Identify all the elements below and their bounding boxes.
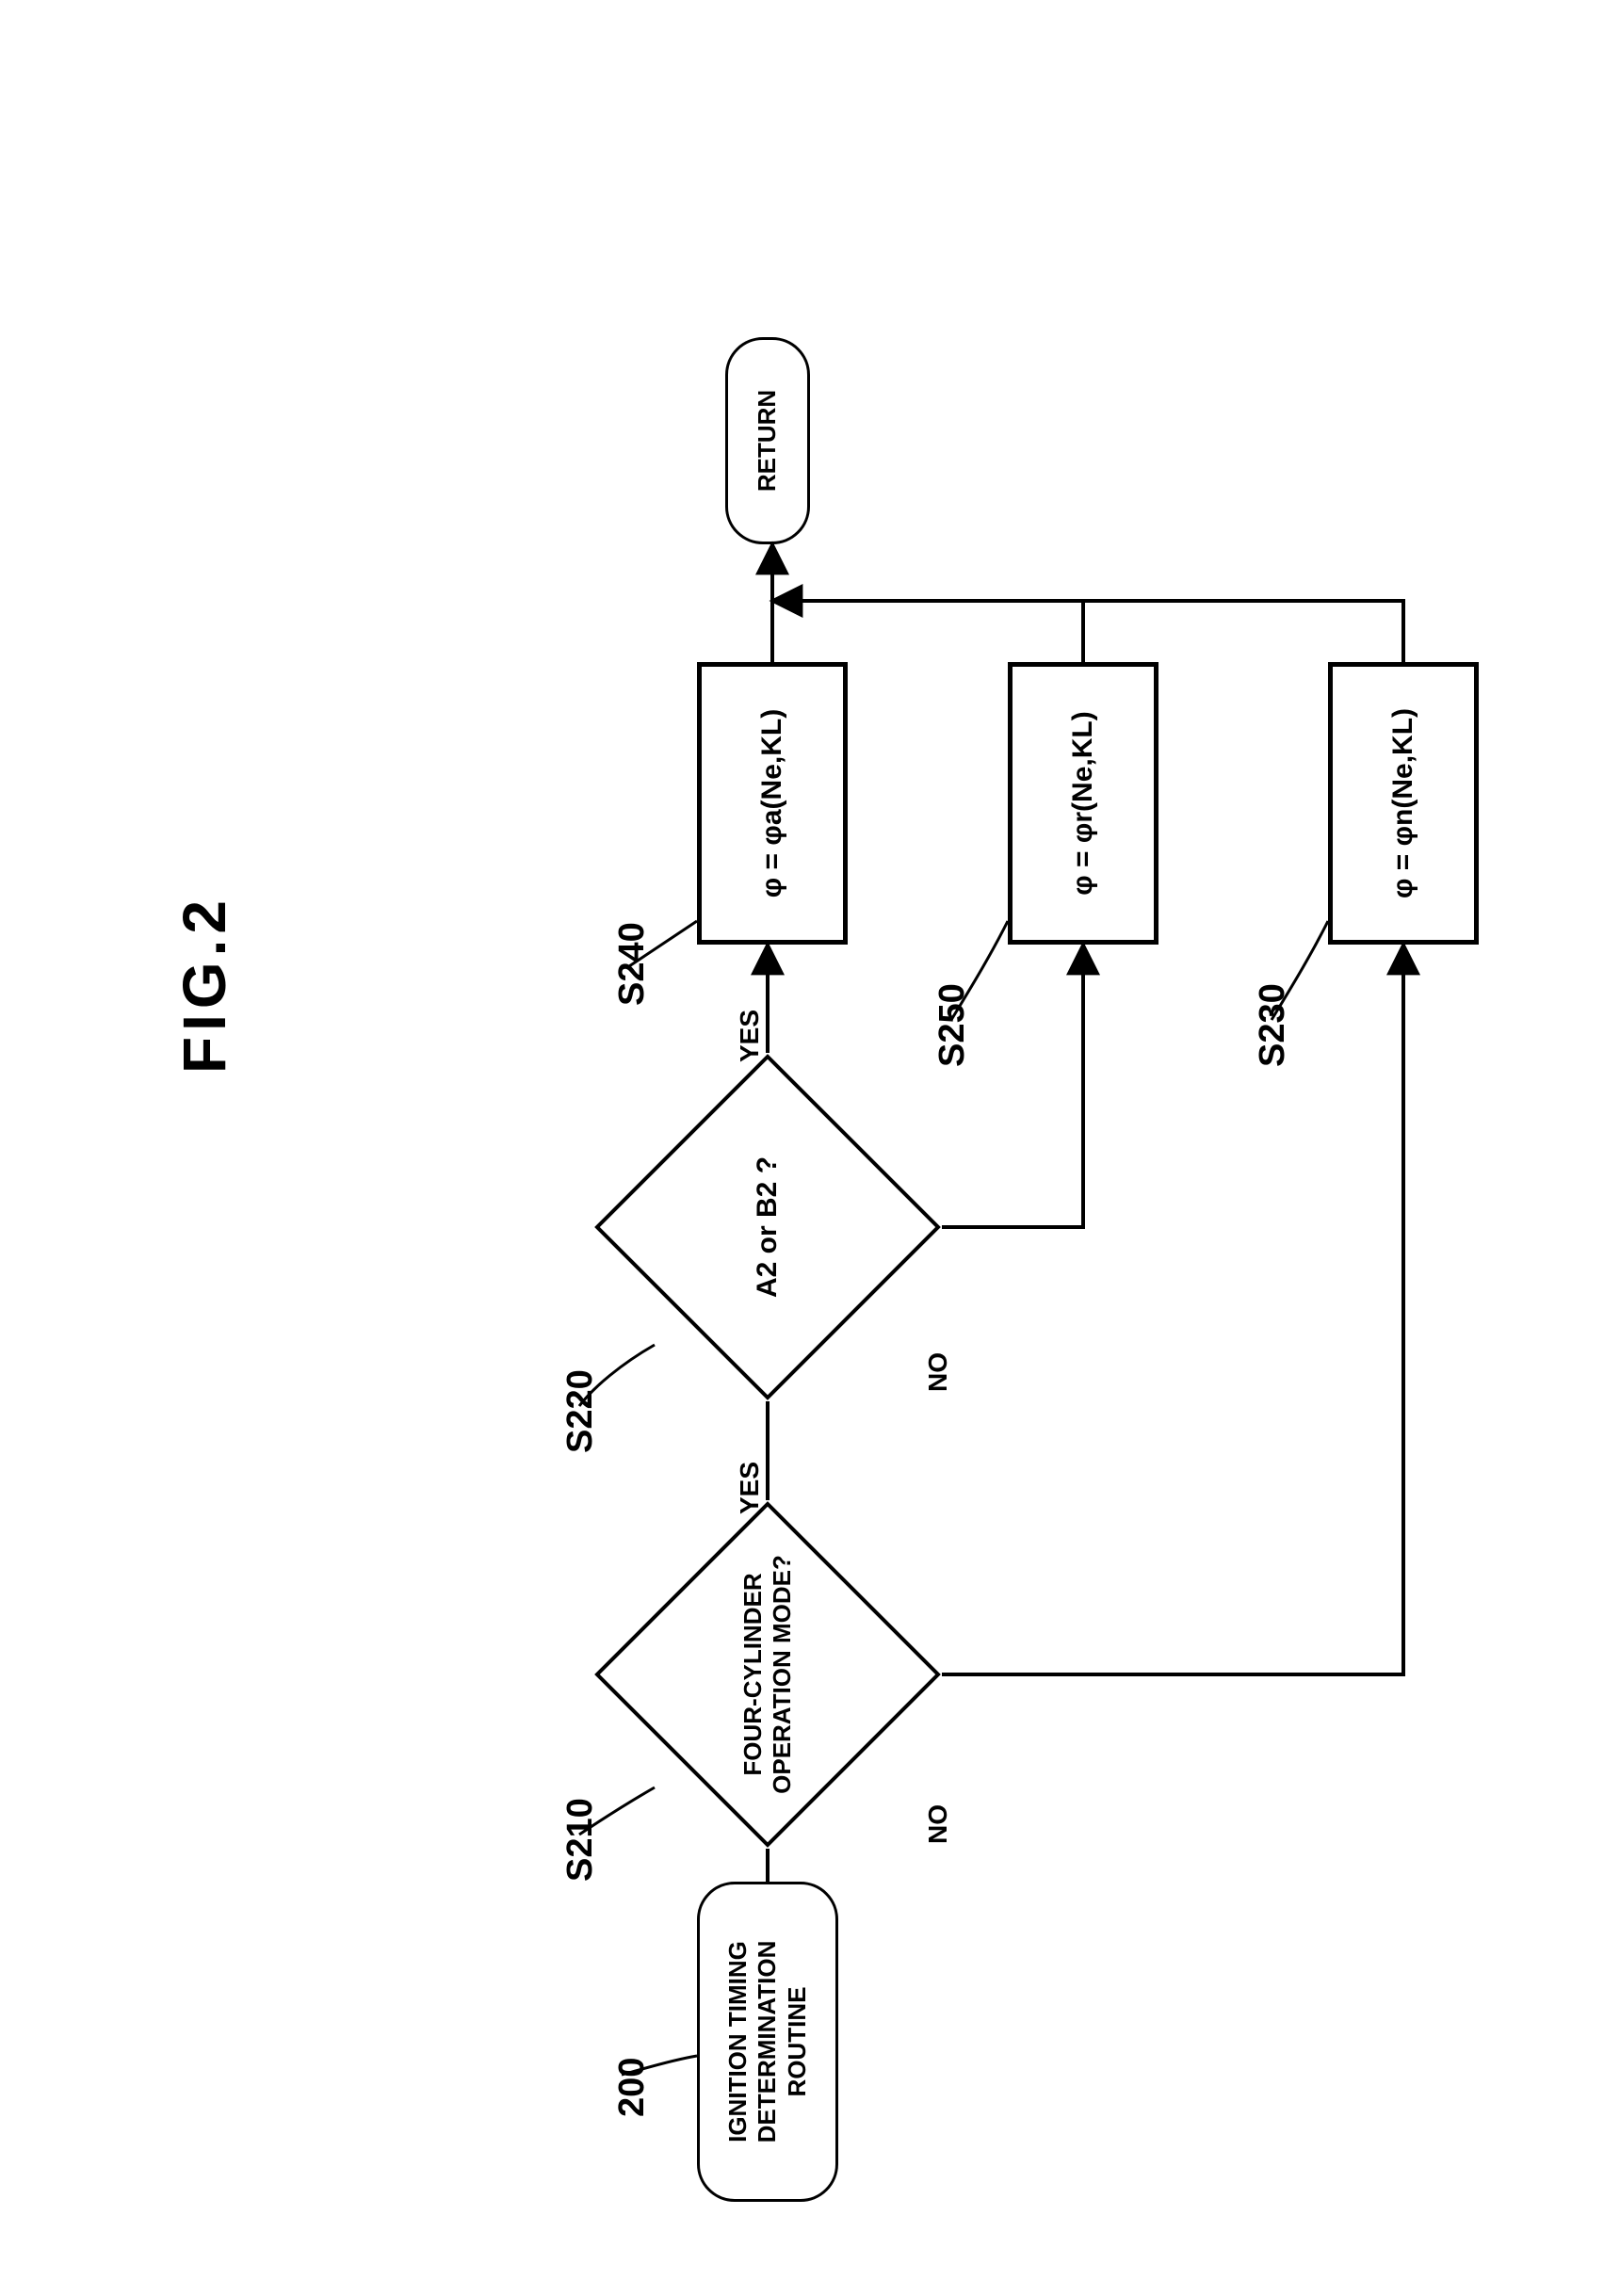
terminal-return: RETURN — [725, 337, 810, 544]
process-s250: φ = φr(Ne,KL) — [1008, 662, 1158, 945]
decision-a2-b2 — [594, 1054, 941, 1400]
terminal-start: IGNITION TIMINGDETERMINATIONROUTINE — [697, 1882, 838, 2202]
branch-no-d1: NO — [923, 1804, 953, 1844]
step-label-s220: S220 — [560, 1369, 601, 1453]
process-s240: φ = φa(Ne,KL) — [697, 662, 848, 945]
process-s230: φ = φn(Ne,KL) — [1328, 662, 1479, 945]
branch-no-d2: NO — [923, 1352, 953, 1392]
step-label-s210: S210 — [560, 1798, 601, 1882]
step-label-s230: S230 — [1253, 983, 1293, 1067]
step-label-200: 200 — [612, 2058, 653, 2117]
branch-yes-d2: YES — [735, 1010, 765, 1062]
step-label-s240: S240 — [612, 922, 653, 1006]
branch-yes-d1: YES — [735, 1462, 765, 1514]
figure-title: FIG.2 — [170, 895, 239, 1074]
step-label-s250: S250 — [932, 983, 973, 1067]
decision-four-cylinder — [594, 1501, 941, 1848]
flowchart-canvas: IGNITION TIMINGDETERMINATIONROUTINE RETUR… — [38, 38, 1566, 2258]
